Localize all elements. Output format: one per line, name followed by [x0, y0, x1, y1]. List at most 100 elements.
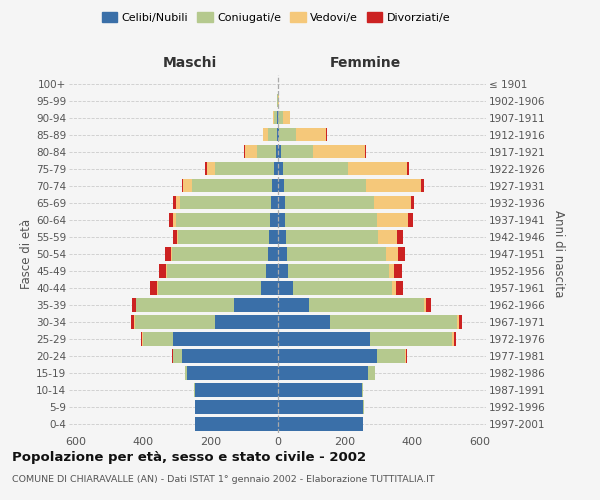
Text: Femmine: Femmine [329, 56, 401, 70]
Bar [157, 281, 158, 294]
Bar [277, 247, 287, 260]
Bar [386, 247, 398, 260]
Bar [143, 332, 173, 345]
Bar [182, 349, 277, 362]
Bar [392, 281, 396, 294]
Bar [368, 366, 375, 380]
Bar [269, 230, 277, 243]
Bar [173, 213, 176, 226]
Bar [276, 145, 277, 158]
Bar [313, 145, 365, 158]
Bar [277, 196, 285, 209]
Bar [421, 179, 424, 192]
Bar [326, 128, 327, 141]
Bar [274, 162, 277, 175]
Bar [277, 315, 329, 328]
Bar [244, 145, 245, 158]
Bar [394, 264, 401, 278]
Bar [277, 417, 363, 431]
Bar [173, 349, 182, 362]
Bar [277, 111, 278, 124]
Bar [310, 298, 424, 312]
Bar [167, 264, 266, 278]
Bar [187, 366, 277, 380]
Y-axis label: Fasce di età: Fasce di età [20, 218, 33, 289]
Bar [285, 213, 377, 226]
Bar [277, 400, 363, 414]
Bar [271, 196, 277, 209]
Bar [277, 179, 284, 192]
Bar [348, 162, 407, 175]
Bar [173, 332, 277, 345]
Bar [370, 332, 452, 345]
Bar [150, 281, 157, 294]
Bar [142, 332, 143, 345]
Text: Popolazione per età, sesso e stato civile - 2002: Popolazione per età, sesso e stato civil… [12, 451, 366, 464]
Bar [136, 298, 234, 312]
Bar [277, 162, 283, 175]
Bar [195, 383, 277, 397]
Bar [277, 366, 368, 380]
Bar [166, 264, 167, 278]
Bar [169, 213, 173, 226]
Bar [427, 298, 431, 312]
Bar [285, 196, 374, 209]
Bar [329, 315, 457, 328]
Bar [176, 213, 270, 226]
Bar [362, 383, 363, 397]
Bar [277, 145, 281, 158]
Bar [374, 196, 411, 209]
Legend: Celibi/Nubili, Coniugati/e, Vedovi/e, Divorziati/e: Celibi/Nubili, Coniugati/e, Vedovi/e, Di… [97, 8, 455, 28]
Bar [131, 315, 134, 328]
Bar [296, 128, 326, 141]
Bar [407, 213, 413, 226]
Bar [178, 230, 269, 243]
Bar [277, 264, 288, 278]
Bar [268, 128, 277, 141]
Bar [396, 281, 403, 294]
Y-axis label: Anni di nascita: Anni di nascita [552, 210, 565, 298]
Bar [268, 247, 277, 260]
Bar [293, 281, 392, 294]
Bar [407, 162, 409, 175]
Bar [273, 111, 274, 124]
Bar [281, 145, 313, 158]
Bar [406, 349, 407, 362]
Bar [234, 298, 277, 312]
Bar [215, 162, 274, 175]
Bar [288, 264, 389, 278]
Bar [274, 111, 277, 124]
Bar [457, 315, 459, 328]
Bar [389, 264, 394, 278]
Bar [257, 145, 276, 158]
Bar [377, 213, 407, 226]
Bar [272, 179, 277, 192]
Bar [454, 332, 456, 345]
Bar [195, 400, 277, 414]
Bar [173, 196, 176, 209]
Bar [176, 230, 178, 243]
Bar [287, 247, 386, 260]
Bar [132, 298, 136, 312]
Bar [184, 179, 192, 192]
Bar [459, 315, 463, 328]
Bar [180, 196, 271, 209]
Bar [284, 179, 366, 192]
Bar [452, 332, 454, 345]
Bar [260, 281, 277, 294]
Bar [159, 264, 166, 278]
Bar [277, 349, 377, 362]
Bar [278, 111, 283, 124]
Bar [279, 128, 296, 141]
Bar [286, 230, 379, 243]
Bar [405, 349, 406, 362]
Bar [277, 230, 286, 243]
Text: COMUNE DI CHIARAVALLE (AN) - Dati ISTAT 1° gennaio 2002 - Elaborazione TUTTITALI: COMUNE DI CHIARAVALLE (AN) - Dati ISTAT … [12, 475, 434, 484]
Bar [379, 230, 397, 243]
Bar [185, 366, 187, 380]
Bar [194, 383, 195, 397]
Bar [277, 281, 293, 294]
Bar [397, 230, 403, 243]
Bar [172, 247, 268, 260]
Bar [215, 315, 277, 328]
